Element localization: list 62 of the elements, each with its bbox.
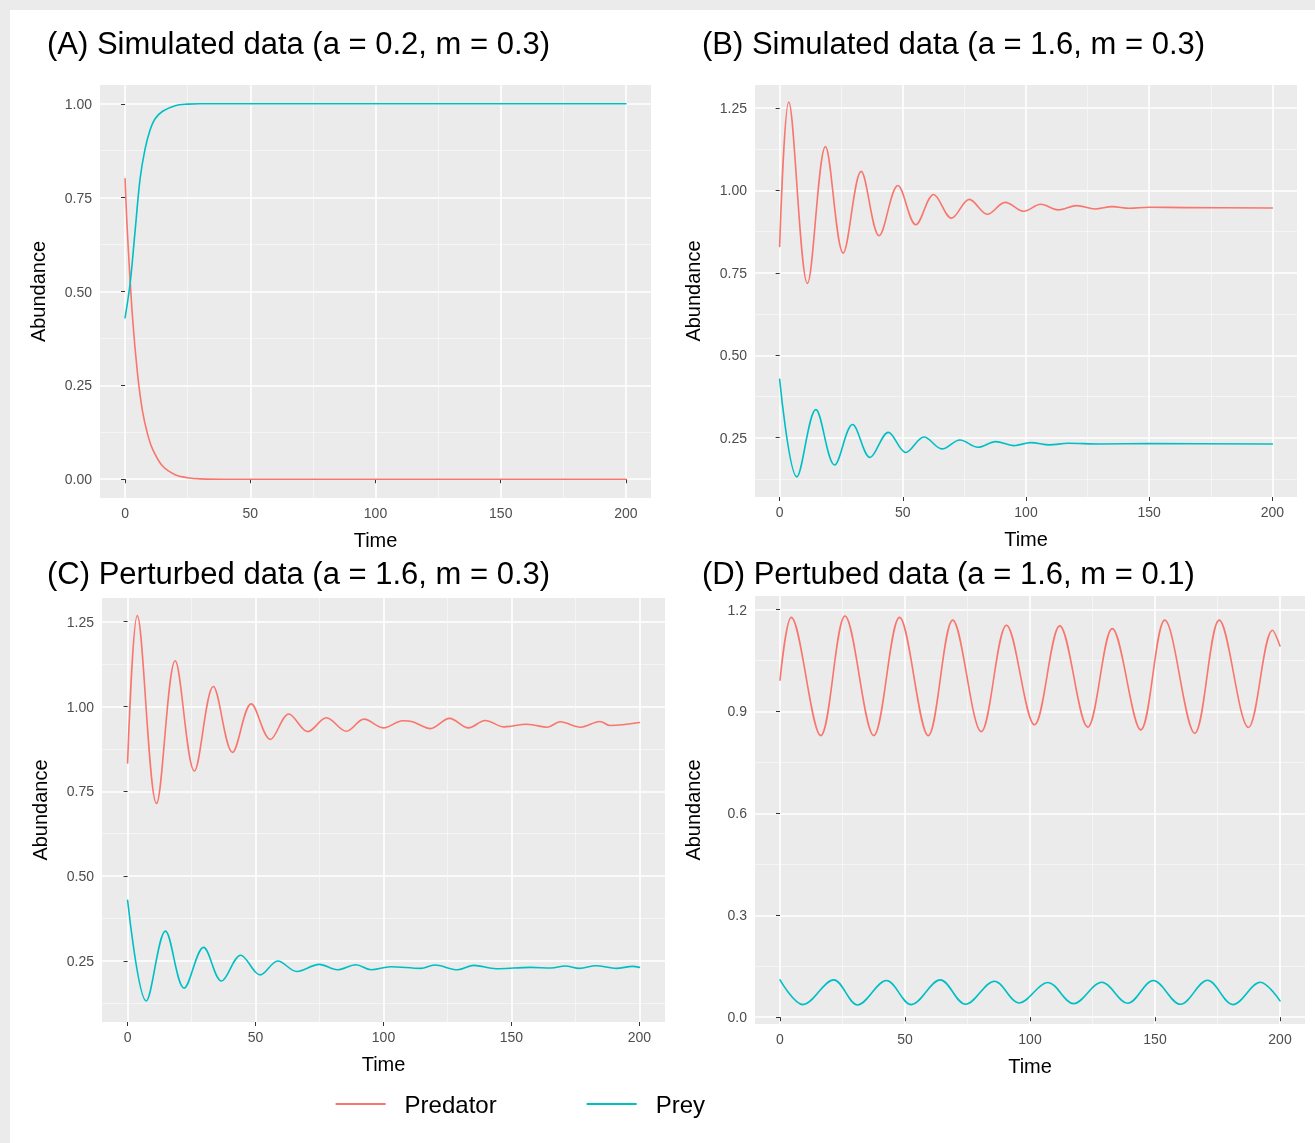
x-tick-label: 50: [895, 504, 911, 520]
legend-label: Prey: [655, 1090, 706, 1118]
x-tick-label: 0: [776, 1031, 785, 1047]
chart-title: (A) Simulated data (a = 0.2, m = 0.3): [47, 26, 551, 61]
y-axis-title: Abundance: [682, 240, 704, 342]
y-tick-label: 0.75: [66, 783, 95, 800]
x-tick-label: 50: [242, 505, 259, 521]
x-tick-label: 200: [1260, 504, 1285, 520]
y-tick-label: 0.6: [727, 805, 748, 822]
line-series: [779, 979, 1281, 1006]
chart-title: (C) Perturbed data (a = 1.6, m = 0.3): [47, 556, 551, 591]
line-series: [778, 101, 1274, 285]
y-tick-label: 1.00: [66, 698, 95, 715]
y-tick-label: 0.0: [727, 1009, 748, 1026]
x-tick-label: 150: [489, 505, 513, 521]
x-tick-label: 0: [775, 504, 784, 520]
y-tick-label: 0.3: [727, 907, 748, 924]
y-tick-label: 0.50: [719, 347, 748, 364]
x-tick-label: 50: [247, 1029, 264, 1045]
y-tick-label: 1.2: [727, 601, 748, 618]
x-tick-label: 150: [1137, 504, 1162, 520]
line-series: [124, 178, 627, 481]
x-axis-title: Time: [353, 529, 398, 551]
x-tick-label: 100: [1014, 504, 1038, 520]
y-tick-label: 0.50: [66, 868, 95, 885]
line-series: [779, 615, 1281, 737]
legend-label: Predator: [404, 1090, 497, 1118]
x-tick-label: 100: [363, 505, 388, 521]
y-tick-label: 1.00: [719, 182, 748, 199]
x-tick-label: 200: [1268, 1031, 1292, 1047]
x-tick-label: 50: [897, 1031, 913, 1047]
y-tick-label: 1.25: [66, 613, 95, 630]
y-tick-label: 0.25: [719, 429, 748, 446]
line-series: [126, 899, 641, 1002]
x-tick-label: 100: [1018, 1031, 1042, 1047]
x-tick-label: 200: [627, 1029, 652, 1045]
chart-title: (D) Pertubed data (a = 1.6, m = 0.1): [702, 556, 1195, 591]
y-tick-label: 1.25: [719, 100, 748, 117]
line-series: [126, 614, 641, 805]
x-tick-label: 0: [123, 1029, 132, 1045]
y-tick-label: 0.25: [66, 952, 95, 969]
x-axis-title: Time: [1008, 1055, 1052, 1077]
y-tick-label: 0.25: [64, 377, 93, 394]
y-axis-title: Abundance: [682, 759, 704, 861]
y-axis-title: Abundance: [27, 240, 49, 343]
y-tick-label: 0.50: [64, 283, 93, 300]
x-tick-label: 150: [499, 1029, 524, 1045]
y-tick-label: 0.9: [727, 703, 748, 720]
y-tick-label: 0.75: [64, 189, 93, 206]
y-axis-title: Abundance: [29, 759, 51, 861]
y-tick-label: 0.00: [64, 471, 93, 488]
y-tick-label: 1.00: [64, 95, 93, 112]
x-axis-title: Time: [361, 1053, 406, 1075]
chart-title: (B) Simulated data (a = 1.6, m = 0.3): [702, 26, 1206, 61]
y-tick-label: 0.75: [719, 264, 748, 281]
x-tick-label: 150: [1143, 1031, 1167, 1047]
x-tick-label: 100: [371, 1029, 396, 1045]
line-series: [778, 378, 1274, 478]
x-tick-label: 0: [121, 505, 130, 521]
line-series: [124, 102, 627, 319]
x-axis-title: Time: [1004, 528, 1048, 550]
x-tick-label: 200: [614, 505, 638, 521]
